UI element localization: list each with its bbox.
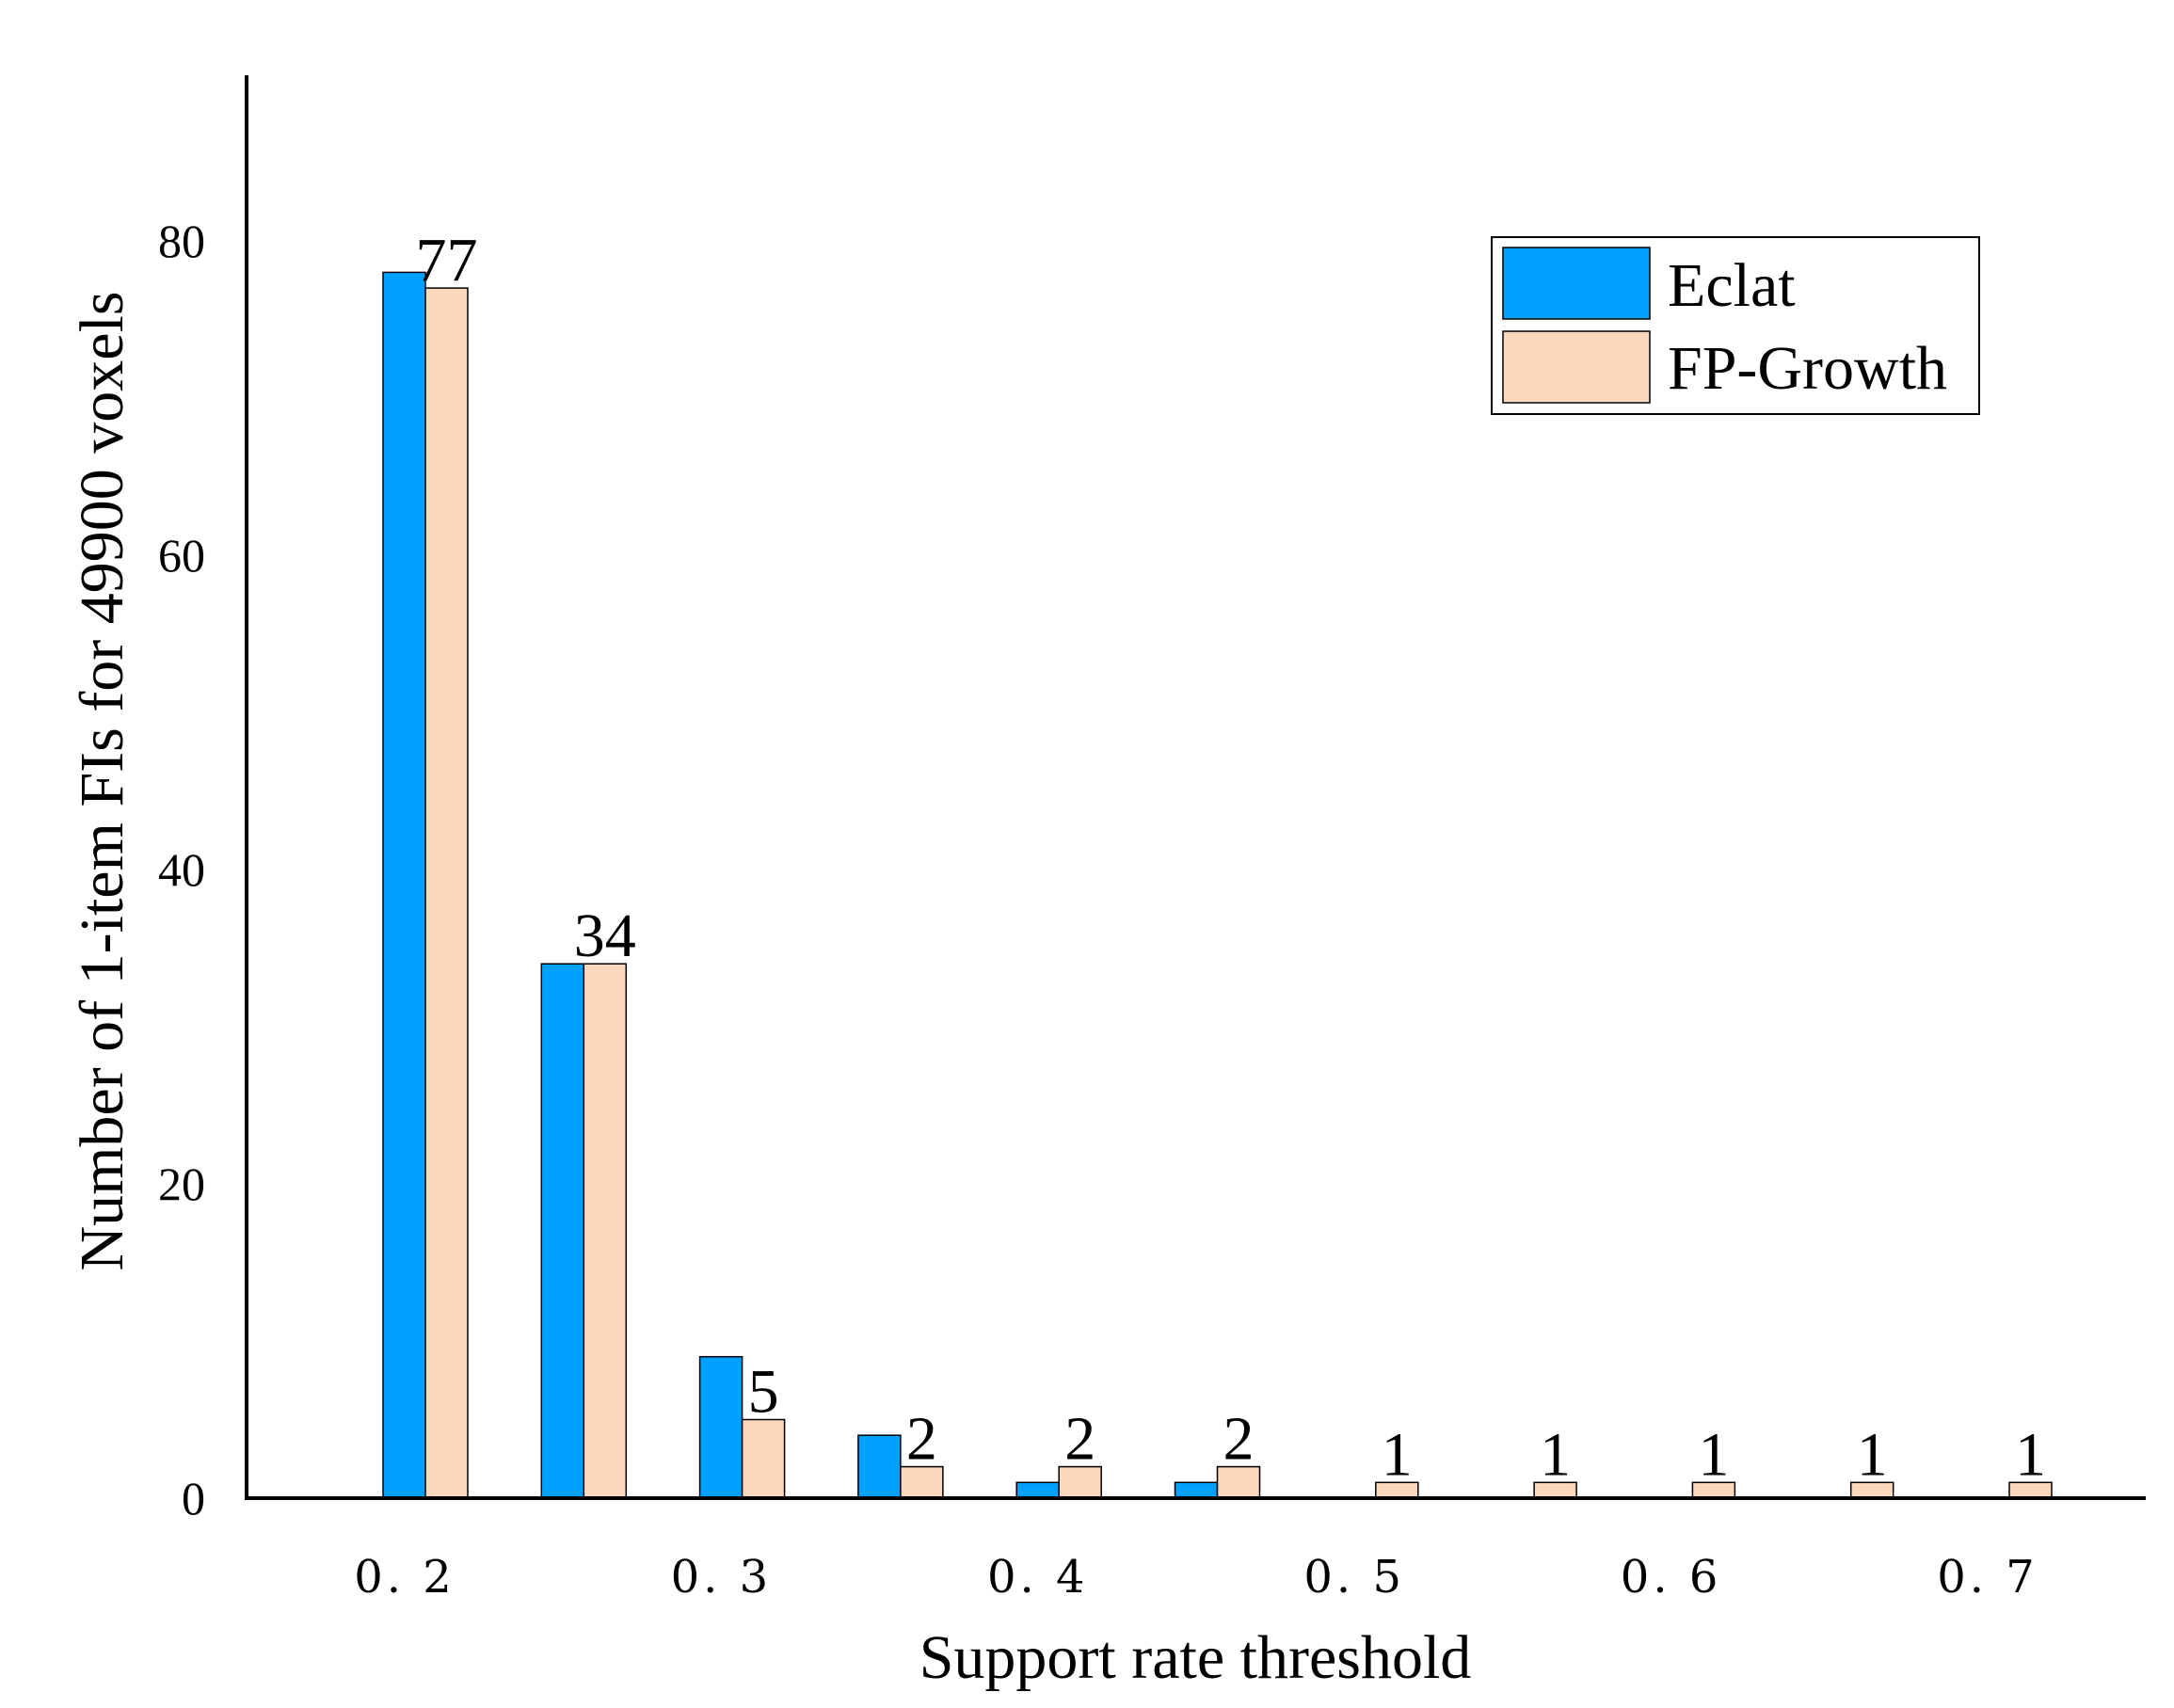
data-label: 1 [1540, 1420, 1571, 1489]
x-tick-label: 0. 3 [671, 1551, 773, 1604]
x-tick-label: 0. 5 [1303, 1551, 1405, 1604]
data-labels-group: 77 34 5 2 2 2 1 1 1 1 1 [416, 226, 2047, 1489]
legend-swatch-fp-growth [1502, 330, 1651, 404]
data-label: 2 [906, 1405, 937, 1474]
bar-fp-growth [741, 1418, 786, 1499]
y-tick-label: 80 [158, 215, 205, 267]
data-label: 1 [1382, 1420, 1413, 1489]
data-label: 5 [748, 1358, 779, 1427]
data-label: 1 [1698, 1420, 1729, 1489]
x-axis-ticks: 0. 2 0. 3 0. 4 0. 5 0. 6 0. 7 [354, 1551, 2038, 1604]
bar-fp-growth [424, 287, 469, 1499]
data-label: 2 [1223, 1405, 1255, 1474]
bars-group [382, 271, 2053, 1499]
y-tick-label: 40 [158, 843, 205, 896]
legend: Eclat FP-Growth [1491, 236, 1980, 415]
y-axis-title: Number of 1-item FIs for 49900 voxels [68, 291, 136, 1270]
bar-eclat [540, 963, 585, 1499]
bar-eclat [857, 1434, 902, 1499]
y-tick-label: 0 [182, 1472, 205, 1524]
bar-fp-growth [583, 963, 628, 1499]
bar-eclat [698, 1355, 743, 1499]
x-tick-label: 0. 7 [1937, 1551, 2038, 1604]
legend-swatch-eclat [1502, 247, 1651, 320]
legend-label-eclat: Eclat [1668, 251, 1796, 320]
x-tick-label: 0. 4 [987, 1551, 1089, 1604]
bar-eclat [382, 271, 426, 1499]
data-label: 1 [2015, 1420, 2046, 1489]
y-axis-ticks: 0 20 40 60 80 [158, 215, 205, 1524]
data-label: 2 [1064, 1405, 1095, 1474]
data-label: 34 [574, 902, 636, 970]
y-tick-label: 20 [158, 1157, 205, 1210]
bar-eclat [1174, 1481, 1219, 1499]
data-label: 77 [416, 226, 478, 295]
bar-eclat [1015, 1481, 1060, 1499]
data-label: 1 [1857, 1420, 1888, 1489]
x-tick-label: 0. 2 [354, 1551, 456, 1604]
legend-label-fp-growth: FP-Growth [1668, 334, 1947, 403]
y-tick-label: 60 [158, 529, 205, 582]
x-tick-label: 0. 6 [1621, 1551, 1722, 1604]
x-axis-title: Support rate threshold [919, 1623, 1472, 1692]
